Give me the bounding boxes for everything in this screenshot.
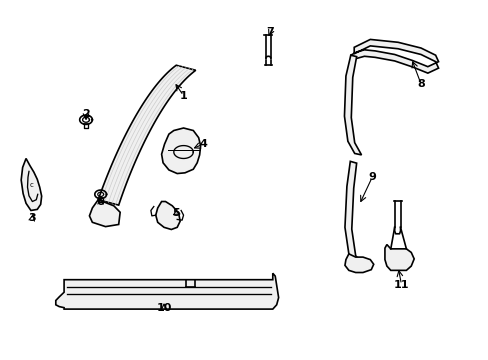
Polygon shape — [344, 55, 361, 155]
Polygon shape — [384, 244, 413, 270]
Polygon shape — [89, 200, 120, 226]
Polygon shape — [344, 254, 373, 273]
Text: 5: 5 — [172, 208, 180, 218]
Text: 10: 10 — [156, 303, 171, 314]
Text: 7: 7 — [266, 27, 274, 37]
Text: 8: 8 — [416, 79, 424, 89]
Polygon shape — [156, 202, 180, 229]
Polygon shape — [350, 40, 438, 73]
Text: 1: 1 — [179, 91, 187, 101]
Polygon shape — [161, 128, 200, 174]
Polygon shape — [21, 158, 41, 211]
Text: 6: 6 — [97, 197, 104, 207]
Polygon shape — [98, 65, 195, 205]
Text: 3: 3 — [28, 213, 36, 222]
Text: 11: 11 — [393, 280, 408, 290]
Text: 9: 9 — [367, 172, 375, 182]
Text: c: c — [29, 183, 33, 188]
Polygon shape — [56, 273, 278, 309]
Text: 4: 4 — [199, 139, 206, 149]
Text: 2: 2 — [82, 109, 90, 119]
Polygon shape — [344, 161, 362, 264]
